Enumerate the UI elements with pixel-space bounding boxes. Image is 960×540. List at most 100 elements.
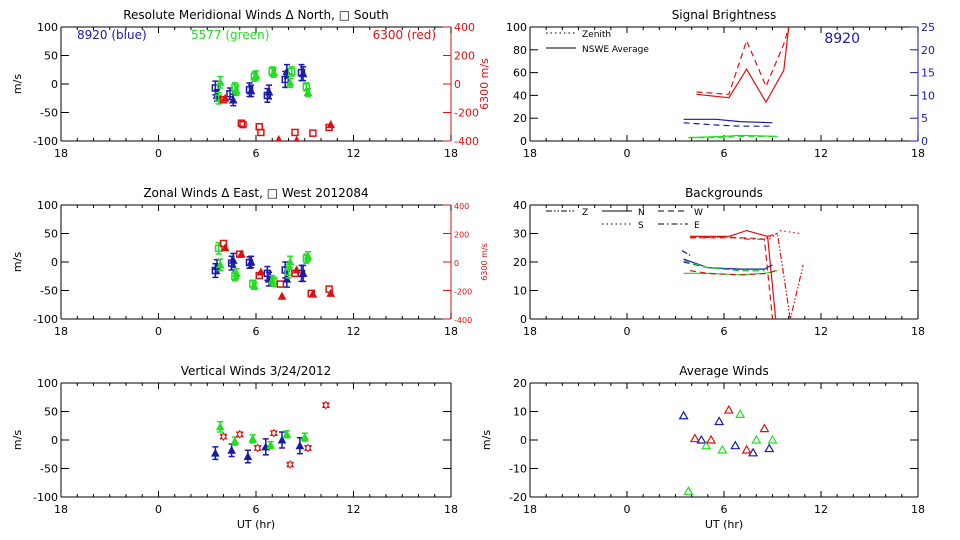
series-6300 xyxy=(689,404,770,454)
series-8920 xyxy=(211,431,305,464)
data-point-triangle xyxy=(767,434,778,444)
y-tick-label: 50 xyxy=(44,406,58,419)
x-axis-label: UT (hr) xyxy=(705,518,743,531)
data-point-square xyxy=(302,254,311,263)
y2-tick-label: 0 xyxy=(454,78,461,91)
y-tick-label: 100 xyxy=(506,21,527,34)
y2-tick-label: -200 xyxy=(454,288,472,297)
x-tick-label: 0 xyxy=(624,325,631,338)
data-point-square xyxy=(219,95,228,104)
series-6300-low xyxy=(689,270,776,276)
y-tick-label: 80 xyxy=(513,44,527,57)
plot-area xyxy=(683,27,790,139)
y-tick-label: 0 xyxy=(51,434,58,447)
data-point-square xyxy=(276,280,285,288)
series-6300-nswe-average xyxy=(696,27,790,104)
y-axis-label: m/s xyxy=(11,430,24,450)
series-line xyxy=(689,270,776,276)
data-point-triangle xyxy=(303,87,313,97)
series-5577-w xyxy=(683,260,765,272)
data-point-star xyxy=(321,400,330,410)
data-point-square xyxy=(249,279,257,288)
data-point-triangle xyxy=(250,281,259,290)
data-point-square xyxy=(307,289,315,298)
y-tick-label: 40 xyxy=(513,89,527,102)
y2-tick-label: 0 xyxy=(454,259,459,268)
data-point-triangle xyxy=(220,243,230,252)
data-point-square xyxy=(255,271,263,280)
data-point-triangle xyxy=(741,444,752,454)
data-point-square xyxy=(214,244,223,253)
plot-area xyxy=(211,239,336,300)
data-point-square xyxy=(268,67,276,76)
y-axis-label: m/s xyxy=(480,430,493,450)
data-point-square xyxy=(250,72,259,81)
data-point-triangle xyxy=(759,423,770,433)
annotation-label: 8920 (blue) xyxy=(77,28,147,42)
x-tick-label: 18 xyxy=(54,147,68,160)
data-point-triangle xyxy=(277,291,287,300)
data-point-triangle xyxy=(275,135,282,141)
x-tick-label: 18 xyxy=(911,503,925,516)
y-tick-label: 0 xyxy=(51,78,58,91)
data-point-triangle xyxy=(215,422,225,431)
y-tick-label: -50 xyxy=(40,463,58,476)
data-point-square xyxy=(237,119,246,127)
series-6300 xyxy=(219,400,330,470)
x-tick-label: 18 xyxy=(911,147,925,160)
data-point-square xyxy=(227,259,236,267)
y-tick-label: 0 xyxy=(51,256,58,269)
data-point-triangle xyxy=(295,441,305,450)
series-5577 xyxy=(215,421,310,450)
y-tick-label: 30 xyxy=(513,228,527,241)
legend-label: NSWE Average xyxy=(582,45,649,55)
data-point-square xyxy=(325,285,333,293)
data-point-triangle xyxy=(256,267,266,276)
data-point-square xyxy=(309,129,317,137)
plot-area xyxy=(211,63,336,141)
series-8920-west xyxy=(211,255,306,283)
data-point-triangle xyxy=(215,77,225,86)
chart-title: Signal Brightness xyxy=(672,8,777,22)
data-point-triangle xyxy=(285,78,295,87)
y-tick-label: 20 xyxy=(513,256,527,269)
y2-tick-label: -200 xyxy=(454,107,479,120)
data-point-star xyxy=(303,443,313,453)
data-point-square xyxy=(302,83,311,91)
series-6300-zenith xyxy=(696,27,790,95)
data-point-triangle xyxy=(730,440,741,450)
data-point-triangle xyxy=(285,257,295,266)
data-point-star xyxy=(235,429,244,439)
y-axis-label: m/s xyxy=(11,252,24,272)
data-point-triangle xyxy=(282,274,292,283)
series-6300-west xyxy=(219,239,333,298)
series-6300-z xyxy=(767,232,804,319)
y2-tick-label: 400 xyxy=(454,202,469,211)
plot-area xyxy=(678,404,778,495)
y-tick-label: 20 xyxy=(513,377,527,390)
data-point-triangle xyxy=(215,260,225,269)
annotation-label: 8920 xyxy=(824,31,860,47)
chart-meridional: Resolute Meridional Winds Δ North, □ Sou… xyxy=(11,8,491,160)
series-6300-w xyxy=(690,237,774,319)
chart-title: Vertical Winds 3/24/2012 xyxy=(181,364,332,378)
data-point-triangle xyxy=(293,135,300,141)
series-line xyxy=(690,237,774,319)
data-point-triangle xyxy=(683,486,694,495)
data-point-square xyxy=(231,272,239,280)
data-point-triangle xyxy=(282,429,292,438)
series-6300-east xyxy=(220,243,336,300)
data-point-triangle xyxy=(751,434,762,444)
data-point-square xyxy=(325,123,333,132)
data-point-triangle xyxy=(696,434,707,444)
legend-label: S xyxy=(638,221,644,231)
data-point-triangle xyxy=(292,265,301,274)
data-point-triangle xyxy=(227,445,236,454)
x-tick-label: 6 xyxy=(721,147,728,160)
series-line xyxy=(683,258,773,270)
series-line xyxy=(688,135,778,139)
annotation-label: 6300 (red) xyxy=(373,28,436,42)
y2-axis-label: 6300 m/s xyxy=(480,243,489,281)
